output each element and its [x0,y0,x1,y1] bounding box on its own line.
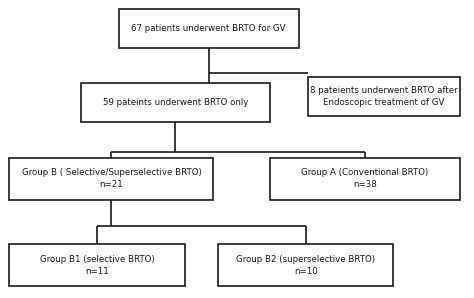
FancyBboxPatch shape [9,244,185,286]
Text: Group A (Conventional BRTO)
n=38: Group A (Conventional BRTO) n=38 [301,168,428,189]
FancyBboxPatch shape [9,158,213,200]
Text: 8 pateients underwent BRTO after
Endoscopic treatment of GV: 8 pateients underwent BRTO after Endosco… [310,86,458,107]
FancyBboxPatch shape [118,9,299,48]
FancyBboxPatch shape [218,244,393,286]
Text: 67 patients underwent BRTO for GV: 67 patients underwent BRTO for GV [131,24,286,33]
Text: Group B2 (superselective BRTO)
n=10: Group B2 (superselective BRTO) n=10 [236,255,375,276]
FancyBboxPatch shape [270,158,460,200]
FancyBboxPatch shape [81,83,270,122]
Text: Group B1 (selective BRTO)
n=11: Group B1 (selective BRTO) n=11 [40,255,155,276]
Text: Group B ( Selective/Superselective BRTO)
n=21: Group B ( Selective/Superselective BRTO)… [21,168,201,189]
FancyBboxPatch shape [308,77,460,116]
Text: 59 pateints underwent BRTO only: 59 pateints underwent BRTO only [103,98,248,107]
